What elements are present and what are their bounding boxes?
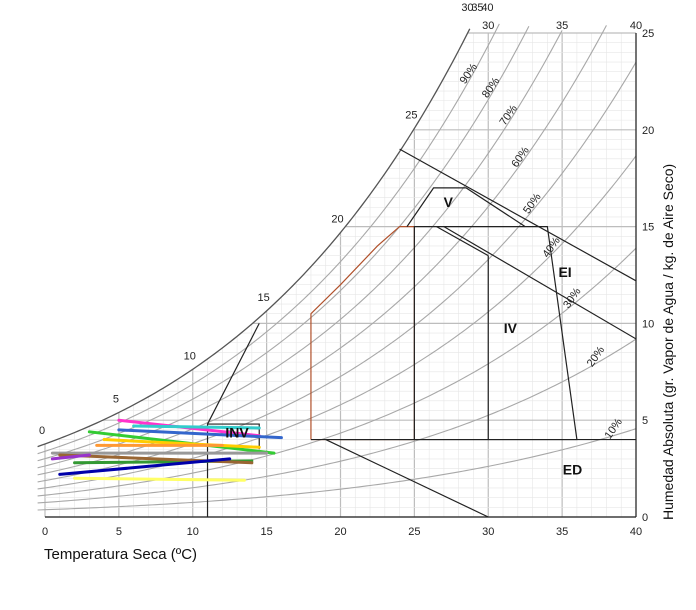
x-tick-label: 35 — [556, 526, 568, 538]
y-axis-label: Humedad Absoluta (gr. Vapor de Agua / kg… — [660, 163, 676, 520]
chart-labels: 0510152025303540INVVIVEIED10%20%30%40%50… — [39, 2, 654, 538]
rh-label: 50% — [521, 191, 544, 216]
zone-label-iv: IV — [504, 320, 518, 336]
series-line — [102, 438, 261, 449]
y-tick-label: 15 — [642, 222, 654, 234]
ed-line-upper — [325, 439, 489, 518]
saturation-temp-label: 30 — [461, 2, 473, 14]
y-tick-label: 0 — [642, 512, 648, 524]
x-tick-label: 5 — [116, 526, 122, 538]
zone-v-polygon — [406, 187, 526, 228]
rh-curve — [37, 61, 637, 483]
x-axis-label: Temperatura Seca (ºC) — [44, 546, 198, 563]
saturation-temp-label: 15 — [258, 292, 270, 304]
series-line — [58, 453, 254, 465]
rh-curve — [37, 428, 637, 511]
series-line — [132, 424, 261, 430]
rh-label: 90% — [458, 61, 481, 86]
series-line — [73, 476, 246, 482]
x-tick-label: 30 — [482, 526, 494, 538]
x-tick-label: 25 — [408, 526, 420, 538]
iv-diagonal — [436, 226, 489, 257]
zone-label-ed: ED — [563, 461, 582, 477]
saturation-temp-label: 0 — [39, 425, 45, 437]
y-tick-label: 25 — [642, 28, 654, 40]
rh-curve — [37, 25, 530, 462]
series-line — [58, 457, 232, 476]
saturation-temp-label: 25 — [405, 109, 417, 121]
saturation-temp-label: 20 — [331, 214, 343, 226]
saturation-temp-label: 35 — [471, 2, 483, 14]
zone-boundaries — [206, 148, 637, 518]
rh-label: 70% — [498, 103, 521, 128]
series-line — [50, 453, 91, 461]
x-tick-label: 15 — [261, 526, 273, 538]
top-tick-label: 40 — [630, 20, 642, 32]
y-tick-label: 10 — [642, 318, 654, 330]
x-tick-label: 10 — [187, 526, 199, 538]
x-tick-label: 20 — [334, 526, 346, 538]
rh-label: 20% — [585, 344, 608, 369]
data-series — [50, 418, 283, 482]
saturation-line — [37, 28, 471, 448]
rh-curve — [37, 247, 637, 497]
rh-curve — [37, 25, 607, 476]
saturation-temp-label: 40 — [481, 2, 493, 14]
y-tick-label: 5 — [642, 415, 648, 427]
rh-curve — [37, 155, 637, 490]
rh-label: 80% — [480, 75, 503, 100]
inv-diagonal — [206, 323, 260, 425]
top-tick-label: 35 — [556, 20, 568, 32]
zone-label-ei: EI — [558, 264, 571, 280]
rh-curve — [37, 338, 637, 504]
rh-label: 60% — [509, 145, 532, 170]
x-tick-label: 0 — [42, 526, 48, 538]
saturation-temp-label: 10 — [184, 350, 196, 362]
x-tick-label: 40 — [630, 526, 642, 538]
ei-line-upper — [399, 148, 637, 282]
saturation-curve — [37, 28, 471, 448]
rh-curve — [37, 23, 500, 455]
zone-label-inv: INV — [225, 425, 249, 441]
saturation-temp-label: 5 — [113, 393, 119, 405]
y-tick-label: 20 — [642, 125, 654, 137]
ei-line-lower — [443, 226, 637, 340]
top-tick-label: 30 — [482, 20, 494, 32]
zone-label-v: V — [444, 194, 454, 210]
series-line — [117, 428, 283, 440]
